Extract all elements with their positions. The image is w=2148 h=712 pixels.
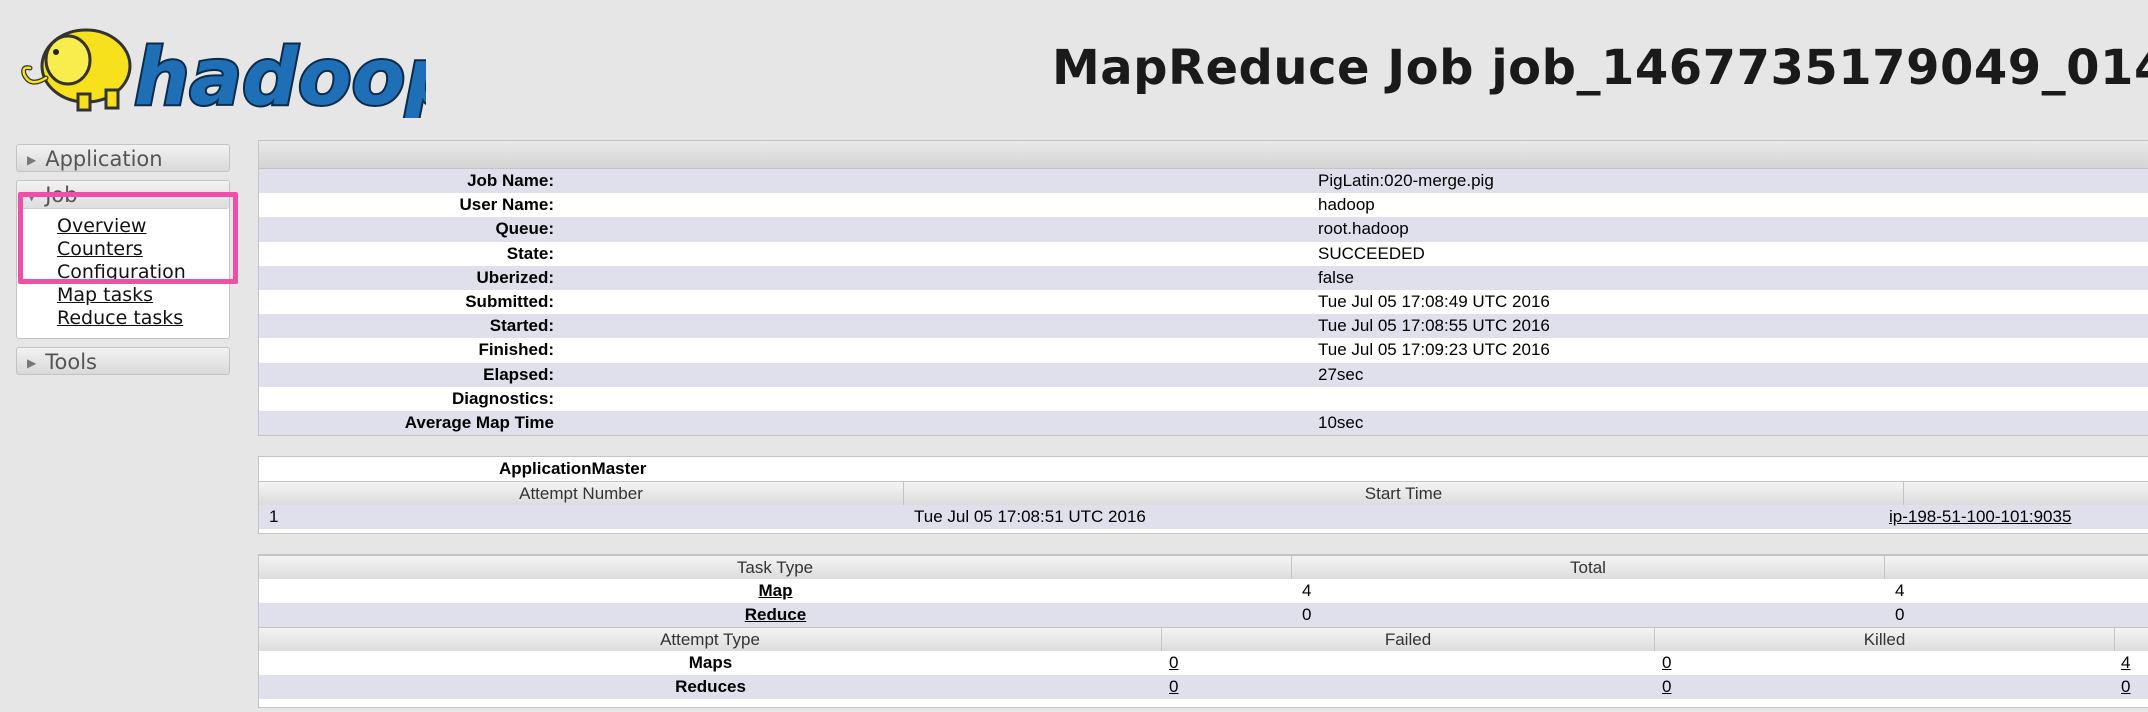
task-row-reduce: Reduce 0 0 xyxy=(259,603,2148,627)
job-info-header xyxy=(259,141,2148,169)
task-total-reduce: 0 xyxy=(1302,605,1312,624)
application-master-panel: ApplicationMaster Attempt Number Start T… xyxy=(258,456,2148,534)
job-info-row: Elapsed: 27sec xyxy=(259,362,2148,387)
job-info-value: 27sec xyxy=(1318,364,1364,384)
link-map-tasks[interactable]: Map tasks xyxy=(57,284,154,306)
job-info-label: State: xyxy=(506,243,554,263)
job-info-label: Diagnostics: xyxy=(451,388,554,408)
link-configuration[interactable]: Configuration xyxy=(57,261,186,283)
task-total-map: 4 xyxy=(1302,581,1312,600)
job-info-row: Uberized: false xyxy=(259,265,2148,290)
job-info-value: Tue Jul 05 17:08:49 UTC 2016 xyxy=(1318,291,1550,311)
link-overview[interactable]: Overview xyxy=(57,215,147,237)
job-info-value: SUCCEEDED xyxy=(1318,243,1425,263)
am-title: ApplicationMaster xyxy=(499,459,647,478)
job-info-row: Queue: root.hadoop xyxy=(259,217,2148,242)
am-title-row: ApplicationMaster xyxy=(259,457,2148,481)
sidebar-item-job[interactable]: ▼ Job xyxy=(17,181,229,209)
job-info-value: Tue Jul 05 17:08:55 UTC 2016 xyxy=(1318,316,1550,336)
header-successful xyxy=(2115,627,2148,651)
page-title: MapReduce Job job_1467735179049_0149 xyxy=(1052,40,2148,96)
task-type-map-link[interactable]: Map xyxy=(758,581,793,600)
reduces-killed-link[interactable]: 0 xyxy=(1662,677,1672,696)
caret-down-icon: ▼ xyxy=(27,189,37,203)
maps-successful-link[interactable]: 4 xyxy=(2121,653,2131,672)
job-info-value: false xyxy=(1318,267,1354,287)
job-info-value: Tue Jul 05 17:09:23 UTC 2016 xyxy=(1318,340,1550,360)
link-counters[interactable]: Counters xyxy=(57,238,143,260)
header-attempt-number: Attempt Number xyxy=(259,481,904,505)
node-link[interactable]: ip-198-51-100-101:9035 xyxy=(1889,507,2072,526)
elephant-icon: hadoop xyxy=(21,28,426,118)
job-info-label: Average Map Time xyxy=(404,412,554,432)
job-info-row: State: SUCCEEDED xyxy=(259,241,2148,266)
attempt-start-time: Tue Jul 05 17:08:51 UTC 2016 xyxy=(914,507,1146,526)
job-info-value: 10sec xyxy=(1318,412,1364,432)
sidebar-item-tools[interactable]: ▶ Tools xyxy=(16,347,230,375)
reduces-successful-link[interactable]: 0 xyxy=(2121,677,2131,696)
logo-text: hadoop xyxy=(134,33,426,118)
sidebar-group-job: ▼ Job Overview Counters Configuration Map… xyxy=(16,180,230,339)
job-info-row: User Name: hadoop xyxy=(259,193,2148,218)
job-info-label: Queue: xyxy=(495,219,554,239)
task-complete-reduce: 0 xyxy=(1895,605,1905,624)
link-reduce-tasks[interactable]: Reduce tasks xyxy=(57,307,184,329)
task-header-row: Task Type Total xyxy=(259,555,2148,579)
job-info-label: Elapsed: xyxy=(483,364,554,384)
am-header-row: Attempt Number Start Time xyxy=(259,481,2148,505)
task-row-map: Map 4 4 xyxy=(259,579,2148,603)
header-task-type: Task Type xyxy=(259,555,1292,579)
attempt-type-maps: Maps xyxy=(688,653,733,672)
job-info-label: Uberized: xyxy=(476,267,554,287)
job-info-label: Job Name: xyxy=(467,171,554,190)
sidebar: ▶ Application ▼ Job Overview Counters Conf… xyxy=(16,144,230,383)
header-start-time: Start Time xyxy=(904,481,1904,505)
attempt-number: 1 xyxy=(269,507,279,526)
maps-killed-link[interactable]: 0 xyxy=(1662,653,1672,672)
hadoop-logo: hadoop xyxy=(16,8,426,118)
header-killed: Killed xyxy=(1655,627,2115,651)
maps-failed-link[interactable]: 0 xyxy=(1169,653,1179,672)
job-info-panel: Job Name: PigLatin:020-merge.pig User Name… xyxy=(258,140,2148,436)
attempt-row-reduces: Reduces 0 0 0 xyxy=(259,675,2148,699)
sidebar-item-application[interactable]: ▶ Application xyxy=(16,144,230,172)
header-failed: Failed xyxy=(1162,627,1655,651)
tasks-panel: Task Type Total Map 4 4 Reduce 0 0 Attem… xyxy=(258,554,2148,708)
job-info-label: Finished: xyxy=(478,340,554,360)
job-info-row: Finished: Tue Jul 05 17:09:23 UTC 2016 xyxy=(259,338,2148,363)
attempt-type-reduces: Reduces xyxy=(675,677,746,696)
task-type-reduce-link[interactable]: Reduce xyxy=(744,605,807,624)
header-complete xyxy=(1885,555,2148,579)
header-attempt-type: Attempt Type xyxy=(259,627,1162,651)
job-info-row: Diagnostics: xyxy=(259,386,2148,411)
caret-right-icon: ▶ xyxy=(27,153,37,167)
job-info-value: hadoop xyxy=(1318,195,1375,215)
header-node xyxy=(1904,481,2148,505)
caret-right-icon: ▶ xyxy=(27,356,37,370)
reduces-failed-link[interactable]: 0 xyxy=(1169,677,1179,696)
attempt-header-row: Attempt Type Failed Killed xyxy=(259,627,2148,651)
job-info-row: Submitted: Tue Jul 05 17:08:49 UTC 2016 xyxy=(259,289,2148,315)
job-info-label: Started: xyxy=(489,316,554,336)
header-total: Total xyxy=(1292,555,1885,579)
job-info-row: Job Name: PigLatin:020-merge.pig xyxy=(259,169,2148,194)
task-complete-map: 4 xyxy=(1895,581,1905,600)
job-info-label: User Name: xyxy=(459,195,555,215)
job-info-label: Submitted: xyxy=(465,291,554,311)
job-info-value: root.hadoop xyxy=(1318,219,1409,239)
job-info-row: Started: Tue Jul 05 17:08:55 UTC 2016 xyxy=(259,314,2148,339)
am-row: 1 Tue Jul 05 17:08:51 UTC 2016 ip-198-51… xyxy=(259,505,2148,529)
job-info-value: PigLatin:020-merge.pig xyxy=(1318,171,1494,190)
attempt-row-maps: Maps 0 0 4 xyxy=(259,651,2148,675)
job-info-row: Average Map Time 10sec xyxy=(259,410,2148,436)
